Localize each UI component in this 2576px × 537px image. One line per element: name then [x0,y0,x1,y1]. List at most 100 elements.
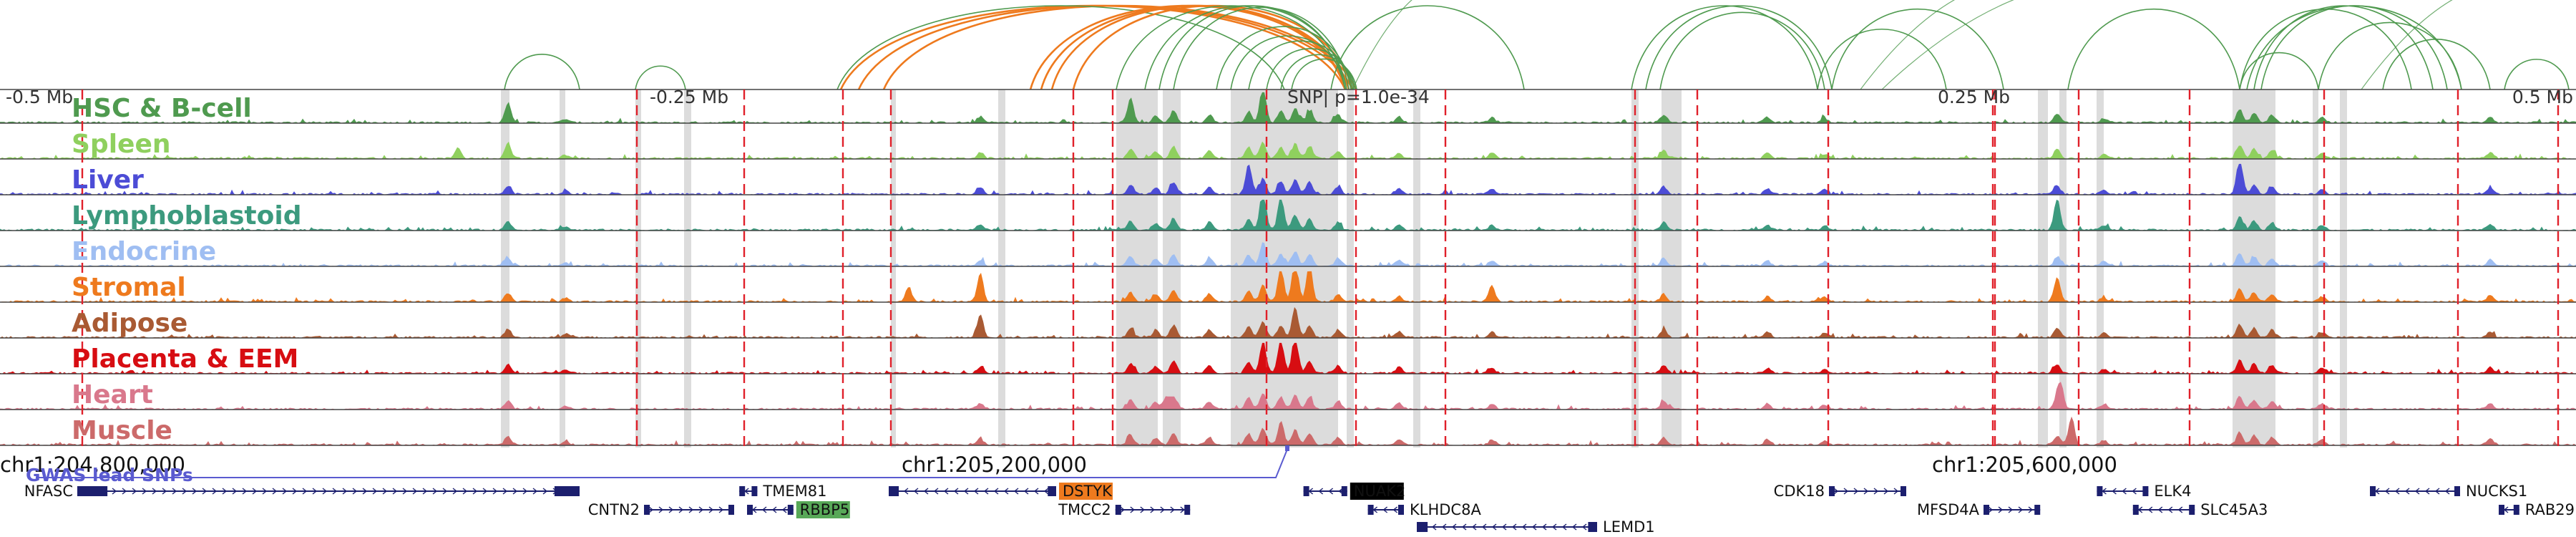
strand-chevron [1461,523,1467,531]
strand-chevron [2414,488,2420,495]
gene-lemd1: LEMD1 [1417,518,1655,536]
strand-chevron [1033,488,1039,495]
strand-chevron [432,488,438,495]
highlight-band [2233,90,2275,448]
strand-chevron [1501,523,1507,531]
strand-chevron [532,488,538,495]
signal-track-heart [0,382,2576,410]
strand-chevron [172,488,177,495]
strand-chevron [1180,506,1185,513]
exon [1367,505,1374,515]
chromatin-loop-arc [1860,0,1956,90]
gene-label: NUCKS1 [2466,483,2527,500]
strand-chevron [422,488,428,495]
strand-chevron [342,488,348,495]
exon [1048,486,1056,496]
strand-chevron [442,488,448,495]
highlight-band [1413,90,1420,448]
strand-chevron [2028,506,2034,513]
strand-chevron [162,488,167,495]
exon [728,505,734,515]
chromatin-loop-arc [1173,6,1350,90]
strand-chevron [112,488,117,495]
strand-chevron [252,488,258,495]
gwas-snp-connector [36,447,1289,478]
strand-chevron [1541,523,1547,531]
chromatin-loop-arc [2504,59,2570,90]
strand-chevron [1471,523,1477,531]
strand-chevron [522,488,528,495]
exon [747,505,753,515]
strand-chevron [1988,506,1994,513]
exon [1984,505,1989,515]
strand-chevron [1392,506,1398,513]
highlight-band [998,90,1005,448]
highlight-band [635,90,641,448]
signal-area [0,199,2576,231]
strand-chevron [2177,506,2183,513]
strand-chevron [1893,488,1899,495]
strand-chevron [512,488,518,495]
chromatin-loop-arc [2382,39,2491,90]
chromatin-loop-arc [2318,21,2462,90]
gwas-snp-marker [1285,445,1289,451]
track-label-adipose: Adipose [72,309,187,338]
exon [1303,486,1309,496]
gene-nuak2: NUAK2 [1303,483,1405,500]
strand-chevron [698,506,704,513]
exon [77,486,108,496]
signal-track-liver [0,163,2576,195]
chromatin-loop-arc [635,65,686,90]
strand-chevron [1170,506,1175,513]
exon [2513,505,2519,515]
gene-nucks1: NUCKS1 [2370,483,2527,500]
strand-chevron [678,506,684,513]
exon [2142,486,2149,496]
strand-chevron [2424,488,2430,495]
strand-chevron [1140,506,1145,513]
strand-chevron [452,488,458,495]
strand-chevron [923,488,929,495]
signal-track-endocrine [0,242,2576,267]
track-label-lympho: Lymphoblastoid [72,201,302,231]
gene-label: TMCC2 [1058,501,1111,518]
highlight-band [891,90,896,448]
strand-chevron [953,488,959,495]
chromatin-loop-arc [836,5,1285,90]
strand-chevron [2147,506,2153,513]
signal-area [0,271,2576,302]
signal-track-hsc [0,92,2576,124]
chromatin-loop-arc [1158,5,1346,90]
strand-chevron [1150,506,1155,513]
gene-highlight-badge [1350,483,1404,500]
strand-chevron [382,488,388,495]
highlight-band [2059,90,2067,448]
gene-label: MFSD4A [1917,501,1980,518]
gene-track: NFASC TMEM81 DSTYK NUAK2 CDK18 ELK4 NUCKS1 CNTN… [24,483,2575,536]
strand-chevron [182,488,187,495]
strand-chevron [2018,506,2024,513]
exon [2370,486,2376,496]
strand-chevron [648,506,654,513]
gene-mfsd4a: MFSD4A [1917,501,2041,518]
coordinate-label: chr1:205,200,000 [902,453,1087,477]
chromatin-loop-arc [1817,28,1947,90]
strand-chevron [282,488,288,495]
gene-cntn2: CNTN2 [588,501,734,518]
chromatin-loop-arc [2067,9,2240,90]
track-label-heart: Heart [72,380,153,410]
track-label-hsc: HSC & B-cell [72,94,252,123]
exon [2499,505,2504,515]
chromatin-loop-arc [1352,0,1413,90]
gene-tmcc2: TMCC2 [1058,501,1191,518]
gene-label: SLC45A3 [2200,501,2268,518]
strand-chevron [1160,506,1165,513]
exon [889,486,899,496]
strand-chevron [472,488,478,495]
strand-chevron [1998,506,2004,513]
strand-chevron [1853,488,1859,495]
chromatin-loop-arc [1881,0,2014,90]
exon [1341,486,1347,496]
strand-chevron [152,488,157,495]
signal-track-stromal [0,271,2576,303]
